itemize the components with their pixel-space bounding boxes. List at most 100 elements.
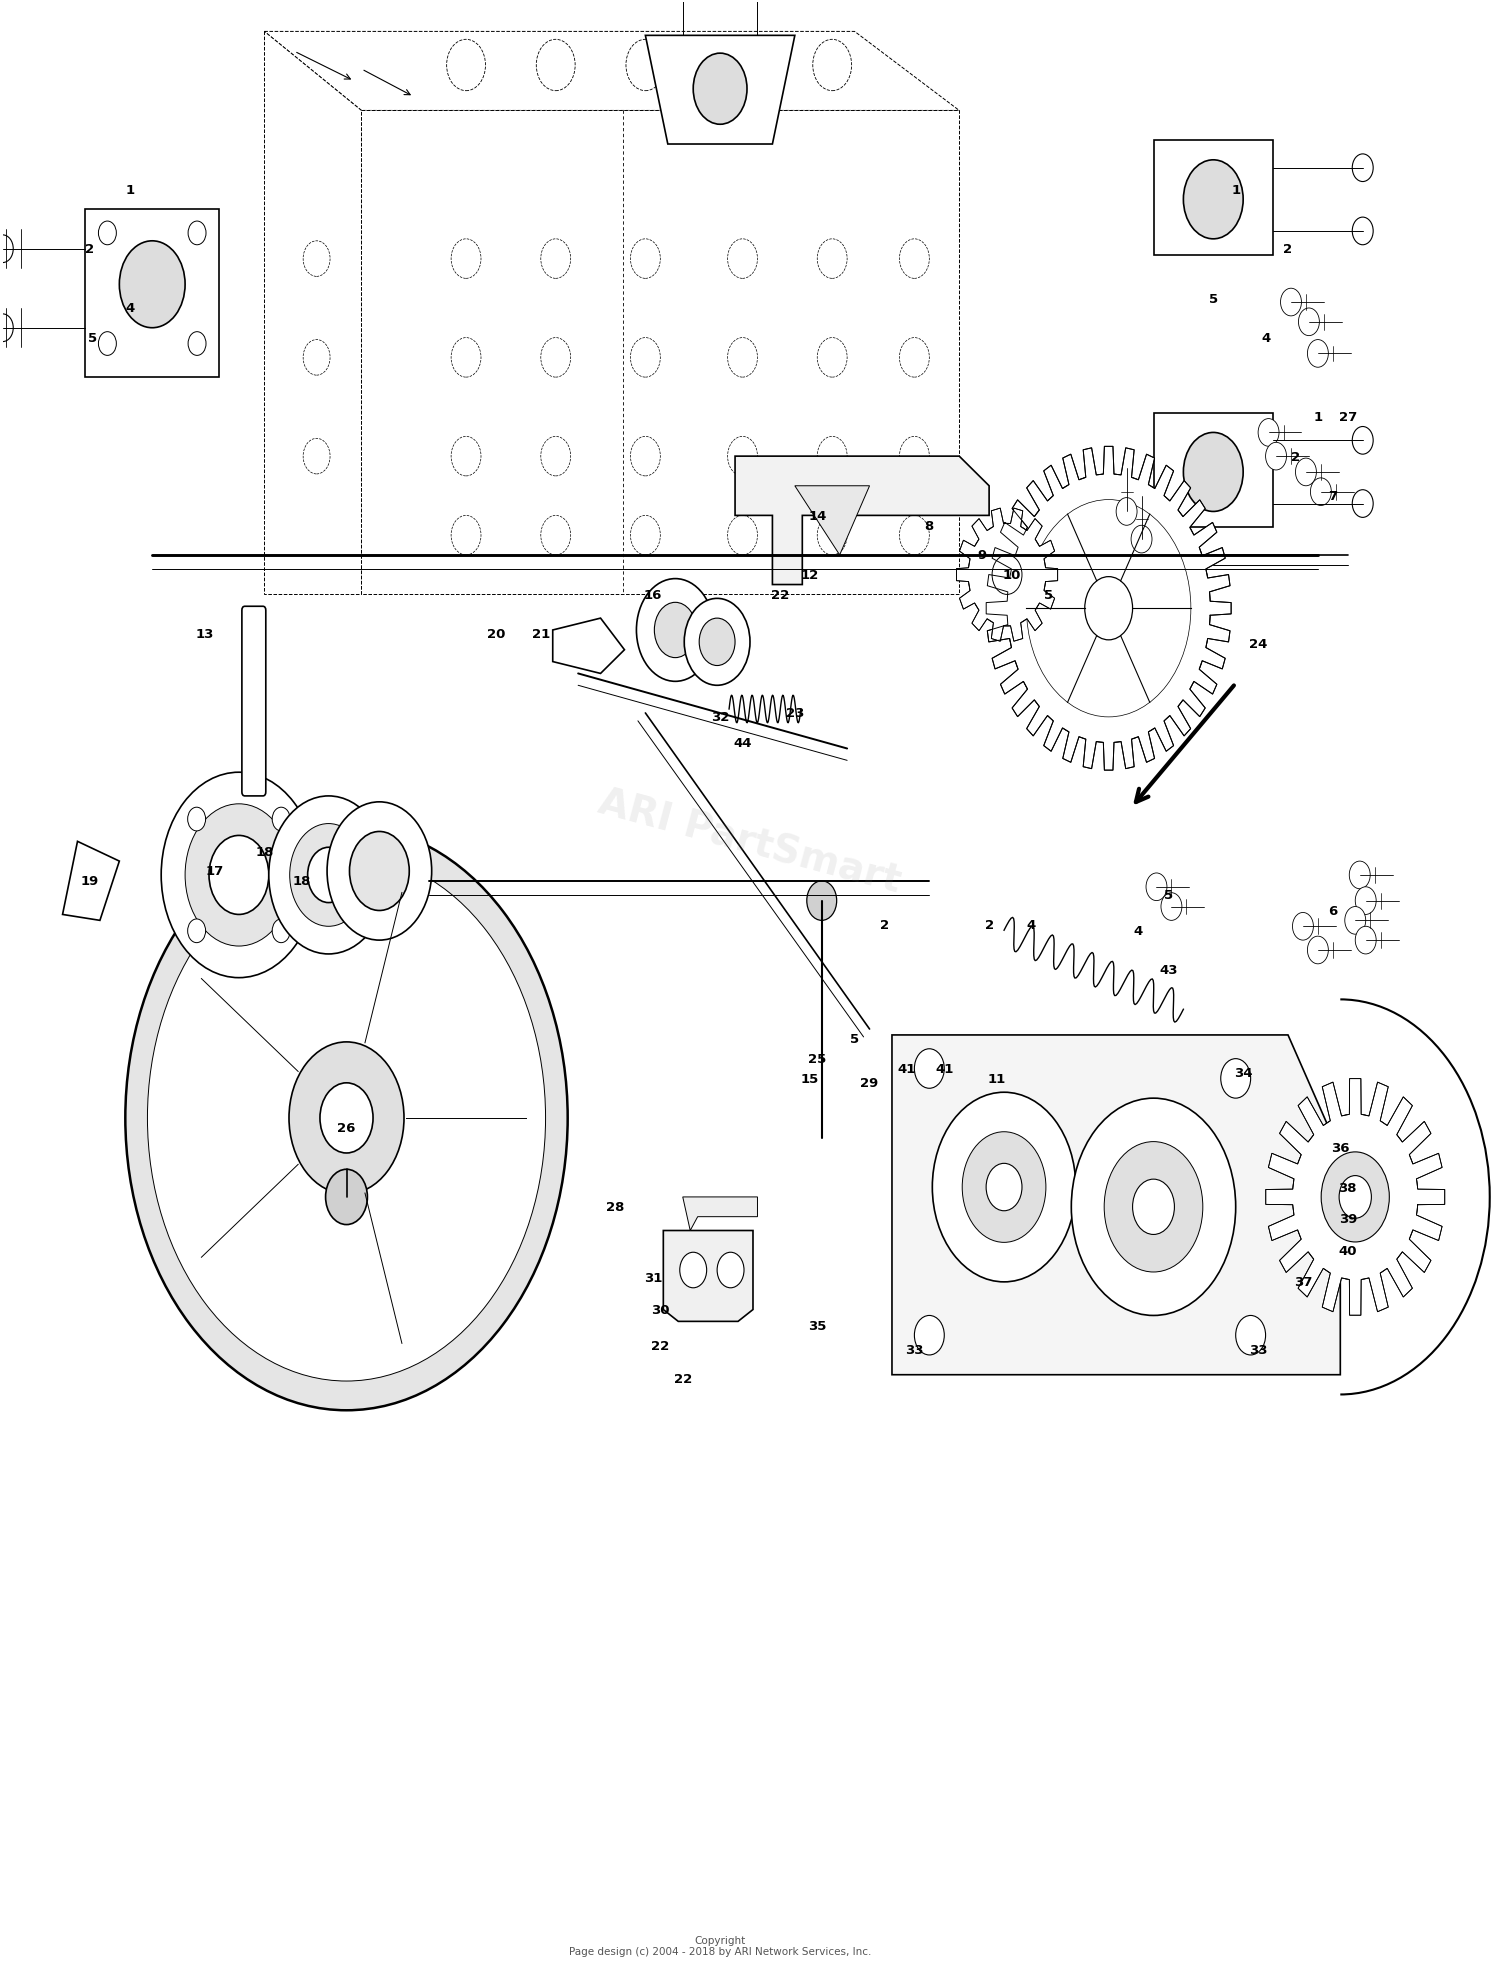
Polygon shape [645,36,795,145]
Circle shape [188,919,206,942]
Circle shape [1293,1115,1418,1281]
Circle shape [0,315,13,343]
Circle shape [126,826,567,1410]
Circle shape [1356,887,1376,915]
Polygon shape [682,1198,758,1232]
Circle shape [1104,1142,1203,1273]
Polygon shape [63,842,120,921]
Circle shape [636,580,714,681]
Polygon shape [264,32,958,111]
Text: 21: 21 [531,628,550,642]
Text: 36: 36 [1330,1140,1350,1154]
Polygon shape [362,111,958,596]
Text: 25: 25 [808,1053,826,1065]
Circle shape [968,525,1046,628]
Polygon shape [552,620,624,673]
Circle shape [147,855,546,1382]
Text: Copyright
Page design (c) 2004 - 2018 by ARI Network Services, Inc.: Copyright Page design (c) 2004 - 2018 by… [568,1934,872,1956]
Circle shape [327,802,432,940]
Circle shape [1293,913,1314,940]
Circle shape [350,832,410,911]
Circle shape [1221,1059,1251,1099]
Circle shape [1353,218,1372,246]
Text: 38: 38 [1338,1180,1358,1194]
Text: 4: 4 [1026,919,1035,931]
Circle shape [1258,420,1280,447]
Circle shape [915,1049,945,1089]
Circle shape [654,604,696,657]
Text: 4: 4 [1134,925,1143,937]
Circle shape [1266,444,1287,471]
Circle shape [1161,893,1182,921]
Circle shape [99,333,117,356]
Text: 17: 17 [206,865,224,877]
Text: 34: 34 [1234,1067,1252,1079]
Circle shape [693,53,747,125]
Text: 44: 44 [734,737,752,750]
Polygon shape [892,1036,1341,1374]
Polygon shape [795,487,870,556]
Text: 1: 1 [124,184,135,196]
Text: 2: 2 [1292,449,1300,463]
Text: 8: 8 [924,519,934,533]
Polygon shape [1154,141,1274,255]
Text: 2: 2 [880,919,890,931]
Circle shape [1350,861,1370,889]
Text: 1: 1 [1232,184,1240,196]
Text: 2: 2 [86,244,94,255]
Circle shape [1299,309,1320,337]
Polygon shape [663,1232,753,1323]
Circle shape [1146,873,1167,901]
Text: 18: 18 [292,875,310,887]
Text: 28: 28 [606,1200,624,1214]
Circle shape [308,847,350,903]
Polygon shape [957,509,1058,642]
Circle shape [680,1253,706,1289]
Circle shape [1116,499,1137,527]
Text: 29: 29 [861,1077,879,1089]
Text: ARI PartSmart: ARI PartSmart [594,784,906,901]
Circle shape [1353,154,1372,182]
Circle shape [933,1093,1076,1283]
Circle shape [684,600,750,685]
Text: 1: 1 [1314,412,1323,424]
Circle shape [99,222,117,246]
Circle shape [188,333,206,356]
Circle shape [160,772,316,978]
Circle shape [699,620,735,665]
Circle shape [272,808,290,832]
Circle shape [1184,160,1244,240]
Text: 22: 22 [771,588,789,602]
Text: 35: 35 [808,1319,826,1333]
Text: 23: 23 [786,707,804,721]
Text: 15: 15 [801,1073,819,1085]
Text: 5: 5 [1164,889,1173,901]
Circle shape [1281,289,1302,317]
Circle shape [268,796,388,954]
Circle shape [120,242,184,329]
Text: 41: 41 [934,1063,954,1075]
Circle shape [290,824,368,927]
Circle shape [1184,434,1244,513]
Circle shape [986,1164,1022,1212]
Polygon shape [735,457,988,586]
Text: 2: 2 [1284,244,1293,255]
Text: 5: 5 [88,333,98,345]
Text: 41: 41 [897,1063,916,1075]
Polygon shape [986,447,1232,770]
Circle shape [1308,341,1329,368]
Text: 10: 10 [1002,568,1020,582]
Circle shape [992,556,1022,596]
Polygon shape [86,210,219,378]
Circle shape [1356,927,1376,954]
Text: 40: 40 [1338,1243,1358,1257]
Circle shape [1007,475,1211,742]
Text: 13: 13 [195,628,213,642]
Circle shape [188,808,206,832]
Text: 14: 14 [808,509,826,523]
Circle shape [290,1041,404,1194]
Text: 9: 9 [976,548,986,562]
Text: 39: 39 [1338,1212,1358,1226]
Circle shape [326,1170,368,1226]
Text: 5: 5 [1044,588,1053,602]
